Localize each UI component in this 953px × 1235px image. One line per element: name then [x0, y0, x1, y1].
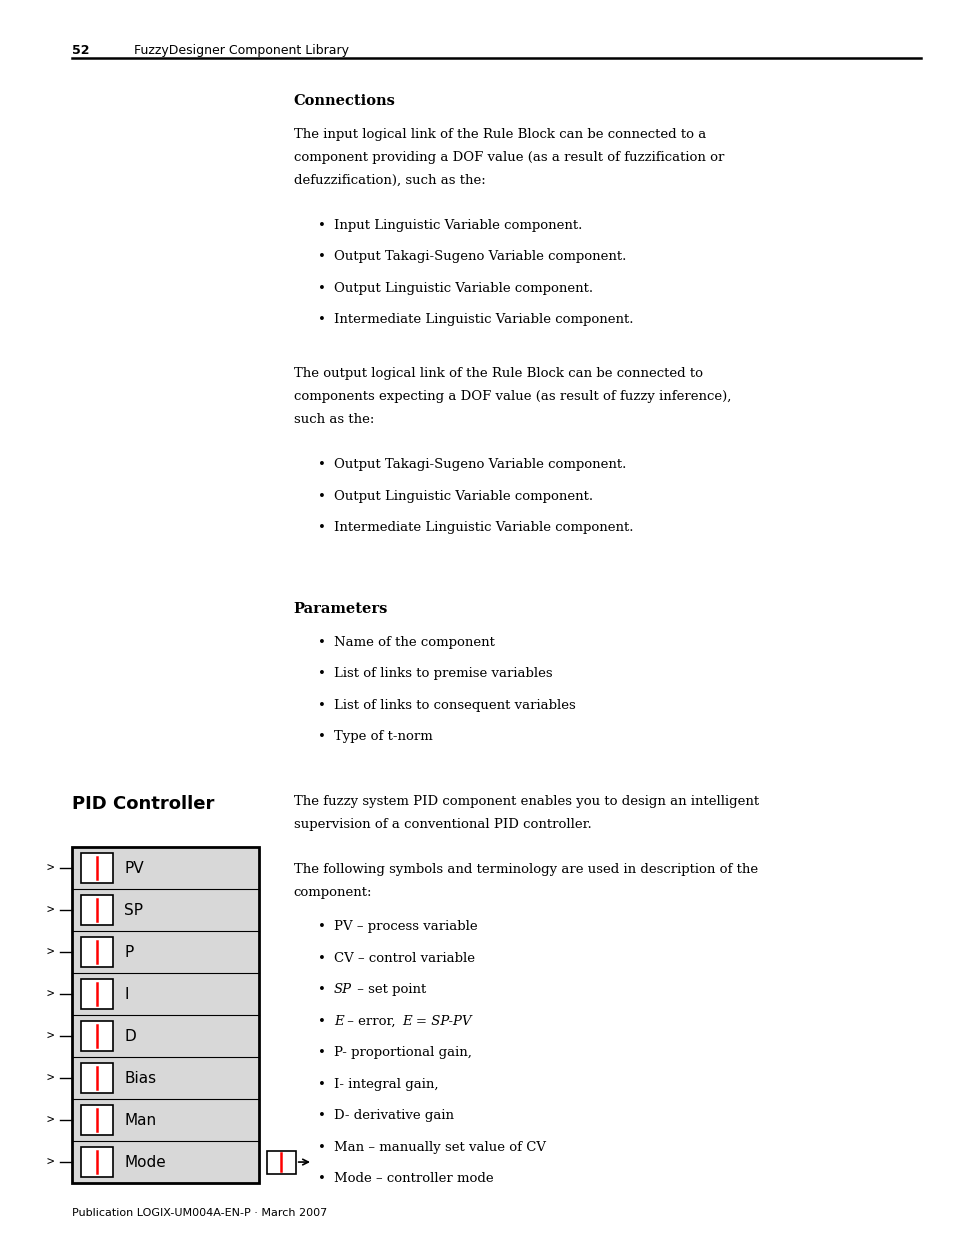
Text: •: •	[317, 521, 325, 534]
Text: •: •	[317, 314, 325, 326]
Text: Man: Man	[124, 1113, 156, 1128]
Text: Output Takagi-Sugeno Variable component.: Output Takagi-Sugeno Variable component.	[334, 251, 625, 263]
Text: •: •	[317, 219, 325, 232]
Text: D: D	[124, 1029, 135, 1044]
Text: >: >	[47, 1072, 54, 1084]
Text: Mode – controller mode: Mode – controller mode	[334, 1172, 493, 1186]
Bar	[81, 1021, 112, 1051]
Text: I: I	[124, 987, 129, 1002]
Bar	[81, 1063, 112, 1093]
Text: FuzzyDesigner Component Library: FuzzyDesigner Component Library	[133, 44, 348, 58]
Text: >: >	[47, 1114, 54, 1126]
Text: •: •	[317, 920, 325, 932]
Text: •: •	[317, 1141, 325, 1153]
Bar	[71, 847, 259, 1183]
Text: PV – process variable: PV – process variable	[334, 920, 477, 932]
Bar	[81, 937, 112, 967]
Text: PV: PV	[124, 861, 144, 876]
Text: 52: 52	[71, 44, 89, 58]
Text: >: >	[47, 946, 54, 958]
Bar	[81, 853, 112, 883]
Bar	[81, 1147, 112, 1177]
Text: P: P	[124, 945, 133, 960]
Bar	[81, 1105, 112, 1135]
Text: E: E	[334, 1015, 343, 1028]
Text: Type of t-norm: Type of t-norm	[334, 730, 433, 743]
Text: The input logical link of the Rule Block can be connected to a: The input logical link of the Rule Block…	[294, 128, 705, 141]
Text: Intermediate Linguistic Variable component.: Intermediate Linguistic Variable compone…	[334, 314, 633, 326]
Text: Publication LOGIX-UM004A-EN-P · March 2007: Publication LOGIX-UM004A-EN-P · March 20…	[71, 1208, 327, 1218]
Text: •: •	[317, 636, 325, 648]
Text: •: •	[317, 1172, 325, 1186]
Text: Connections: Connections	[294, 94, 395, 107]
Bar	[81, 895, 112, 925]
Text: •: •	[317, 1078, 325, 1091]
Text: – error,: – error,	[343, 1015, 399, 1028]
Text: such as the:: such as the:	[294, 412, 374, 426]
Text: The fuzzy system PID component enables you to design an intelligent: The fuzzy system PID component enables y…	[294, 795, 759, 808]
Text: defuzzification), such as the:: defuzzification), such as the:	[294, 174, 485, 186]
Text: >: >	[47, 1030, 54, 1042]
Text: >: >	[47, 988, 54, 1000]
Text: •: •	[317, 699, 325, 711]
Text: >: >	[47, 1156, 54, 1168]
Text: Intermediate Linguistic Variable component.: Intermediate Linguistic Variable compone…	[334, 521, 633, 534]
Text: Parameters: Parameters	[294, 601, 388, 615]
Text: Man – manually set value of CV: Man – manually set value of CV	[334, 1141, 545, 1153]
Text: PID Controller: PID Controller	[71, 795, 213, 814]
Text: Mode: Mode	[124, 1155, 166, 1170]
Text: •: •	[317, 458, 325, 471]
Text: D- derivative gain: D- derivative gain	[334, 1109, 454, 1123]
Text: >: >	[47, 904, 54, 916]
Text: The following symbols and terminology are used in description of the: The following symbols and terminology ar…	[294, 863, 758, 876]
Text: Output Linguistic Variable component.: Output Linguistic Variable component.	[334, 489, 593, 503]
Bar	[81, 979, 112, 1009]
Text: Bias: Bias	[124, 1071, 156, 1086]
Text: E = SP-PV: E = SP-PV	[402, 1015, 472, 1028]
Text: Input Linguistic Variable component.: Input Linguistic Variable component.	[334, 219, 581, 232]
Text: components expecting a DOF value (as result of fuzzy inference),: components expecting a DOF value (as res…	[294, 390, 730, 403]
Text: •: •	[317, 730, 325, 743]
Text: •: •	[317, 951, 325, 965]
Text: •: •	[317, 489, 325, 503]
Text: >: >	[47, 862, 54, 874]
Text: CV – control variable: CV – control variable	[334, 951, 475, 965]
Text: I- integral gain,: I- integral gain,	[334, 1078, 438, 1091]
Text: List of links to consequent variables: List of links to consequent variables	[334, 699, 575, 711]
Text: SP: SP	[124, 903, 143, 918]
Text: •: •	[317, 667, 325, 680]
Text: SP: SP	[334, 983, 352, 997]
Text: Output Takagi-Sugeno Variable component.: Output Takagi-Sugeno Variable component.	[334, 458, 625, 471]
Text: supervision of a conventional PID controller.: supervision of a conventional PID contro…	[294, 818, 591, 831]
Text: •: •	[317, 1046, 325, 1060]
Text: •: •	[317, 251, 325, 263]
Text: The output logical link of the Rule Block can be connected to: The output logical link of the Rule Bloc…	[294, 367, 702, 380]
Text: Name of the component: Name of the component	[334, 636, 495, 648]
Text: component:: component:	[294, 885, 372, 899]
Text: •: •	[317, 1109, 325, 1123]
Text: component providing a DOF value (as a result of fuzzification or: component providing a DOF value (as a re…	[294, 151, 723, 164]
Text: •: •	[317, 983, 325, 997]
Bar	[267, 1151, 295, 1173]
Text: – set point: – set point	[353, 983, 426, 997]
Text: Output Linguistic Variable component.: Output Linguistic Variable component.	[334, 282, 593, 295]
Text: •: •	[317, 282, 325, 295]
Text: P- proportional gain,: P- proportional gain,	[334, 1046, 472, 1060]
Text: •: •	[317, 1015, 325, 1028]
Text: List of links to premise variables: List of links to premise variables	[334, 667, 552, 680]
